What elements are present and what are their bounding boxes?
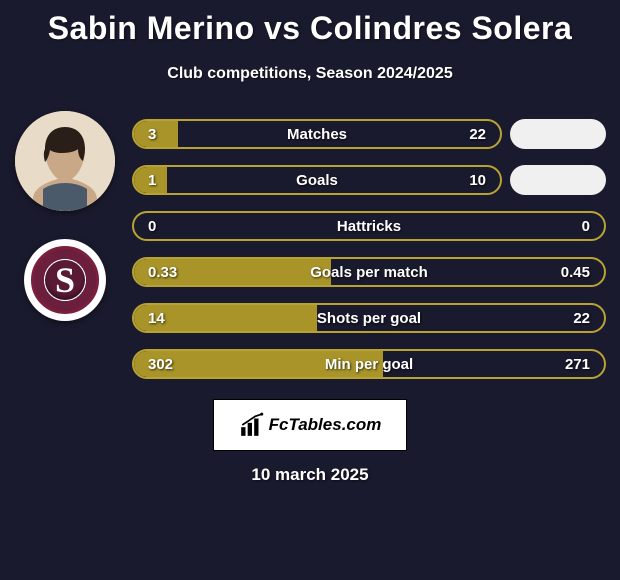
stat-pill bbox=[510, 165, 606, 195]
stat-row: 0.33 Goals per match 0.45 bbox=[132, 257, 606, 287]
brand-icon bbox=[239, 412, 265, 438]
stat-bar-text: 1 Goals 10 bbox=[134, 167, 500, 193]
stat-right-value: 22 bbox=[469, 126, 486, 143]
club-letter: S bbox=[45, 260, 85, 300]
stat-left-value: 3 bbox=[148, 126, 156, 143]
stats-list: 3 Matches 22 1 Goals 10 0 Hattricks 0 0.33 Goals p… bbox=[132, 119, 610, 379]
stat-right-value: 0.45 bbox=[561, 264, 590, 281]
stat-label: Min per goal bbox=[325, 356, 413, 373]
brand-text: FcTables.com bbox=[269, 415, 382, 435]
brand-box[interactable]: FcTables.com bbox=[213, 399, 407, 451]
stat-label: Matches bbox=[287, 126, 347, 143]
stat-right-value: 22 bbox=[573, 310, 590, 327]
stat-bar: 1 Goals 10 bbox=[132, 165, 502, 195]
subtitle: Club competitions, Season 2024/2025 bbox=[10, 65, 610, 83]
stat-bar-text: 3 Matches 22 bbox=[134, 121, 500, 147]
stat-right-value: 0 bbox=[582, 218, 590, 235]
stat-row: 0 Hattricks 0 bbox=[132, 211, 606, 241]
stat-bar: 0.33 Goals per match 0.45 bbox=[132, 257, 606, 287]
stat-row: 3 Matches 22 bbox=[132, 119, 606, 149]
main-row: S 3 Matches 22 1 Goals 10 0 Hattricks 0 0.33 Goals… bbox=[10, 119, 610, 379]
stat-label: Hattricks bbox=[337, 218, 401, 235]
stat-right-value: 271 bbox=[565, 356, 590, 373]
stat-left-value: 1 bbox=[148, 172, 156, 189]
date-text: 10 march 2025 bbox=[10, 465, 610, 485]
stat-bar: 0 Hattricks 0 bbox=[132, 211, 606, 241]
stat-row: 1 Goals 10 bbox=[132, 165, 606, 195]
stat-bar-text: 0.33 Goals per match 0.45 bbox=[134, 259, 604, 285]
stat-row: 14 Shots per goal 22 bbox=[132, 303, 606, 333]
stat-left-value: 0.33 bbox=[148, 264, 177, 281]
stat-bar-text: 14 Shots per goal 22 bbox=[134, 305, 604, 331]
stat-bar: 302 Min per goal 271 bbox=[132, 349, 606, 379]
stat-bar-text: 0 Hattricks 0 bbox=[134, 213, 604, 239]
page-title: Sabin Merino vs Colindres Solera bbox=[10, 10, 610, 47]
stat-label: Goals per match bbox=[310, 264, 428, 281]
stat-bar: 14 Shots per goal 22 bbox=[132, 303, 606, 333]
stat-left-value: 14 bbox=[148, 310, 165, 327]
stat-left-value: 302 bbox=[148, 356, 173, 373]
stat-pill bbox=[510, 119, 606, 149]
stat-label: Goals bbox=[296, 172, 338, 189]
stat-right-value: 10 bbox=[469, 172, 486, 189]
player-avatar bbox=[15, 111, 115, 211]
stat-bar: 3 Matches 22 bbox=[132, 119, 502, 149]
stat-bar-text: 302 Min per goal 271 bbox=[134, 351, 604, 377]
stat-left-value: 0 bbox=[148, 218, 156, 235]
stat-row: 302 Min per goal 271 bbox=[132, 349, 606, 379]
player-column: S bbox=[10, 119, 120, 321]
club-badge: S bbox=[24, 239, 106, 321]
stat-label: Shots per goal bbox=[317, 310, 421, 327]
